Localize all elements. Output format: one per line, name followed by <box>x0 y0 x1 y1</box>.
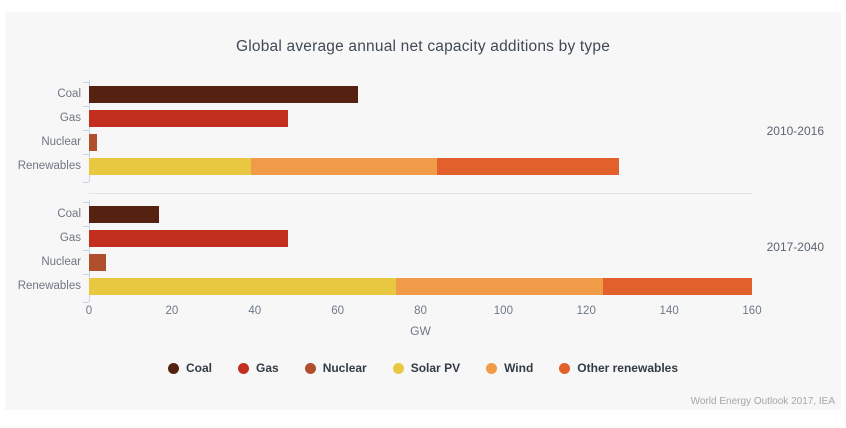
legend-label: Solar PV <box>410 361 461 375</box>
y-axis-tick <box>83 226 89 227</box>
y-axis-tick <box>83 274 89 275</box>
legend-dot-coal <box>167 362 179 374</box>
bar-segment-gas[interactable] <box>89 230 288 247</box>
bar-segment-other-renewables[interactable] <box>437 158 620 175</box>
category-label-coal: Coal <box>57 208 81 220</box>
group-divider <box>89 193 752 194</box>
source-credit: World Energy Outlook 2017, IEA <box>690 396 835 407</box>
group-label-2017-2040: 2017-2040 <box>766 240 824 254</box>
y-axis-tick <box>83 182 89 183</box>
x-tick-label-140: 140 <box>659 305 679 317</box>
category-label-renewables: Renewables <box>17 280 81 292</box>
bar-segment-nuclear[interactable] <box>89 254 106 271</box>
y-axis-tick <box>83 106 89 107</box>
bar-segment-coal[interactable] <box>89 86 359 103</box>
legend-dot-nuclear <box>304 362 316 374</box>
category-label-gas: Gas <box>59 112 81 124</box>
x-tick-label-0: 0 <box>85 305 93 317</box>
legend-dot-wind <box>486 362 498 374</box>
category-label-renewables: Renewables <box>17 160 81 172</box>
category-label-nuclear: Nuclear <box>41 256 81 268</box>
bar-row-2010-2016-coal <box>89 86 359 103</box>
y-axis-tick <box>83 154 89 155</box>
category-label-coal: Coal <box>57 88 81 100</box>
chart-title: Global average annual net capacity addit… <box>235 38 611 55</box>
bar-segment-coal[interactable] <box>89 206 160 223</box>
x-axis-title: GW <box>410 324 431 338</box>
legend-dot-other-renewables <box>559 362 571 374</box>
bar-segment-solar-pv[interactable] <box>89 158 251 175</box>
bar-row-2010-2016-renewables <box>89 158 620 175</box>
category-label-nuclear: Nuclear <box>41 136 81 148</box>
legend-item-coal[interactable]: Coal <box>167 361 212 375</box>
x-tick-label-160: 160 <box>742 305 762 317</box>
legend: Coal Gas Nuclear Solar PV Wind Other renewabl… <box>0 361 846 375</box>
legend-label: Coal <box>185 361 212 375</box>
x-tick-label-80: 80 <box>414 305 427 317</box>
bar-segment-nuclear[interactable] <box>89 134 98 151</box>
x-tick-label-100: 100 <box>493 305 513 317</box>
bar-segment-solar-pv[interactable] <box>89 278 396 295</box>
y-axis-tick <box>83 250 89 251</box>
y-axis-tick <box>83 130 89 131</box>
bar-row-2017-2040-gas <box>89 230 288 247</box>
x-tick-label-40: 40 <box>248 305 262 317</box>
bar-row-2010-2016-nuclear <box>89 134 98 151</box>
y-axis-tick <box>83 302 89 303</box>
legend-item-solar-pv[interactable]: Solar PV <box>392 361 461 375</box>
legend-label: Nuclear <box>322 361 367 375</box>
bar-segment-wind[interactable] <box>395 278 603 295</box>
group-label-2010-2016: 2010-2016 <box>766 124 824 138</box>
legend-item-gas[interactable]: Gas <box>238 361 279 375</box>
legend-item-other-renewables[interactable]: Other renewables <box>559 361 678 375</box>
x-tick-label-120: 120 <box>576 305 596 317</box>
legend-dot-solar-pv <box>392 362 404 374</box>
y-axis-line <box>89 200 90 302</box>
y-axis-line <box>89 80 90 182</box>
bar-segment-wind[interactable] <box>250 158 438 175</box>
legend-dot-gas <box>238 362 249 374</box>
legend-item-nuclear[interactable]: Nuclear <box>304 361 367 375</box>
bar-segment-other-renewables[interactable] <box>602 278 752 295</box>
bar-row-2017-2040-nuclear <box>89 254 106 271</box>
legend-item-wind[interactable]: Wind <box>486 361 533 375</box>
bar-row-2017-2040-renewables <box>89 278 752 295</box>
bar-row-2017-2040-coal <box>89 206 160 223</box>
y-axis-tick <box>83 82 89 83</box>
legend-label: Other renewables <box>577 361 679 375</box>
category-label-gas: Gas <box>59 232 81 244</box>
legend-label: Gas <box>256 361 279 375</box>
x-tick-label-20: 20 <box>165 305 179 317</box>
bar-row-2010-2016-gas <box>89 110 288 127</box>
y-axis-tick <box>83 202 89 203</box>
legend-label: Wind <box>504 361 534 375</box>
bar-segment-gas[interactable] <box>89 110 288 127</box>
x-tick-label-60: 60 <box>331 305 345 317</box>
